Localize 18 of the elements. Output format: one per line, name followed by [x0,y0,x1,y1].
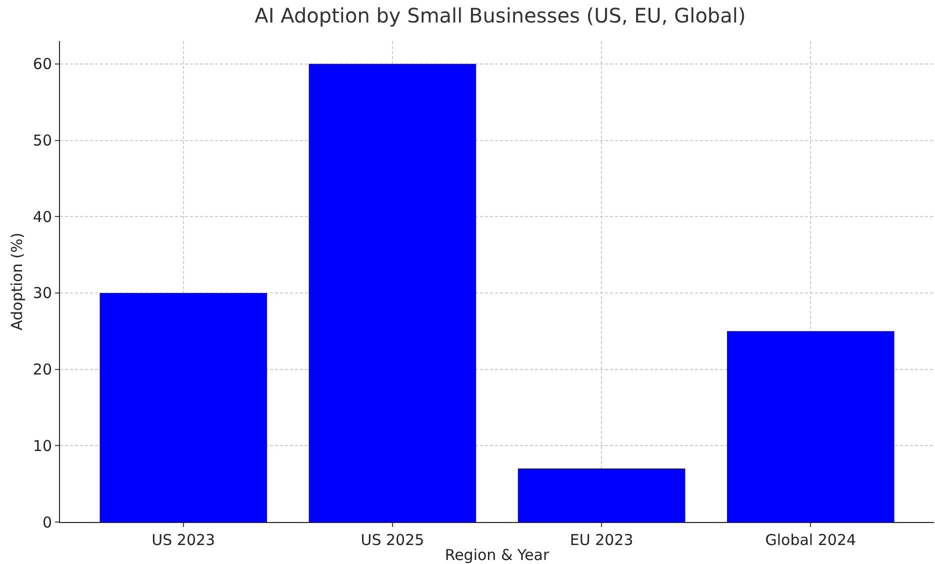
bar [518,468,686,522]
bar [100,292,267,522]
y-tick-label: 0 [42,513,52,532]
x-tick-label: US 2023 [152,531,216,549]
chart-title: AI Adoption by Small Businesses (US, EU, Global) [254,3,746,28]
bar [727,331,894,522]
y-tick-label: 20 [32,360,52,379]
x-tick-label: US 2025 [360,531,424,549]
x-axis-title: Region & Year [444,546,550,564]
y-axis-title: Adoption (%) [8,232,26,330]
y-tick-label: 10 [32,436,52,455]
x-tick-label: EU 2023 [570,531,634,549]
y-tick-label: 60 [32,55,52,74]
y-tick-label: 40 [32,208,52,226]
x-tick-label: Global 2024 [765,531,856,549]
y-tick-label: 30 [32,284,52,302]
bar [308,64,476,522]
y-tick-label: 50 [32,132,52,150]
